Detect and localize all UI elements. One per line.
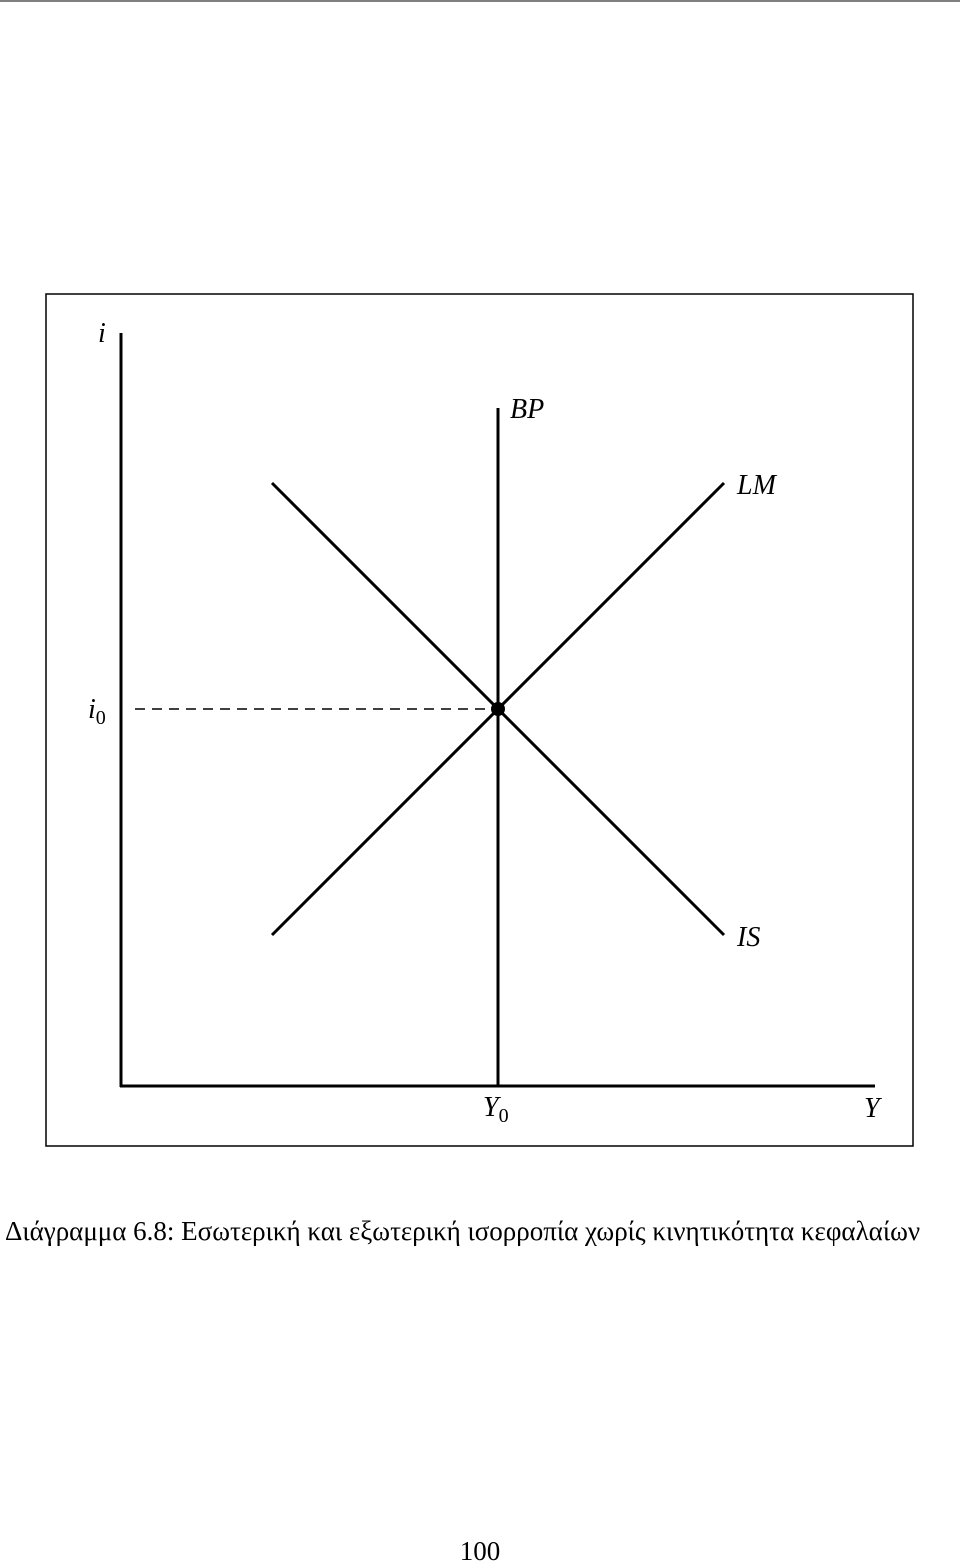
caption: Διάγραμμα 6.8: Εσωτερική και εξωτερική ι…: [5, 1216, 920, 1246]
equilibrium-point: [491, 702, 505, 716]
page-number: 100: [460, 1536, 501, 1563]
rate-label: i0: [88, 694, 106, 729]
rate-base: i: [88, 694, 96, 725]
figure-frame: [45, 293, 914, 1147]
bp-label: BP: [510, 394, 544, 425]
vertical-axis-label: i: [98, 318, 106, 349]
income-sub: 0: [499, 1105, 509, 1127]
income-base: Y: [483, 1092, 502, 1123]
rate-sub: 0: [96, 707, 106, 729]
horizontal-axis-label: Y: [864, 1093, 883, 1124]
is-label: IS: [736, 922, 760, 953]
income-label: Y0: [483, 1092, 509, 1127]
lm-label: LM: [736, 470, 778, 501]
